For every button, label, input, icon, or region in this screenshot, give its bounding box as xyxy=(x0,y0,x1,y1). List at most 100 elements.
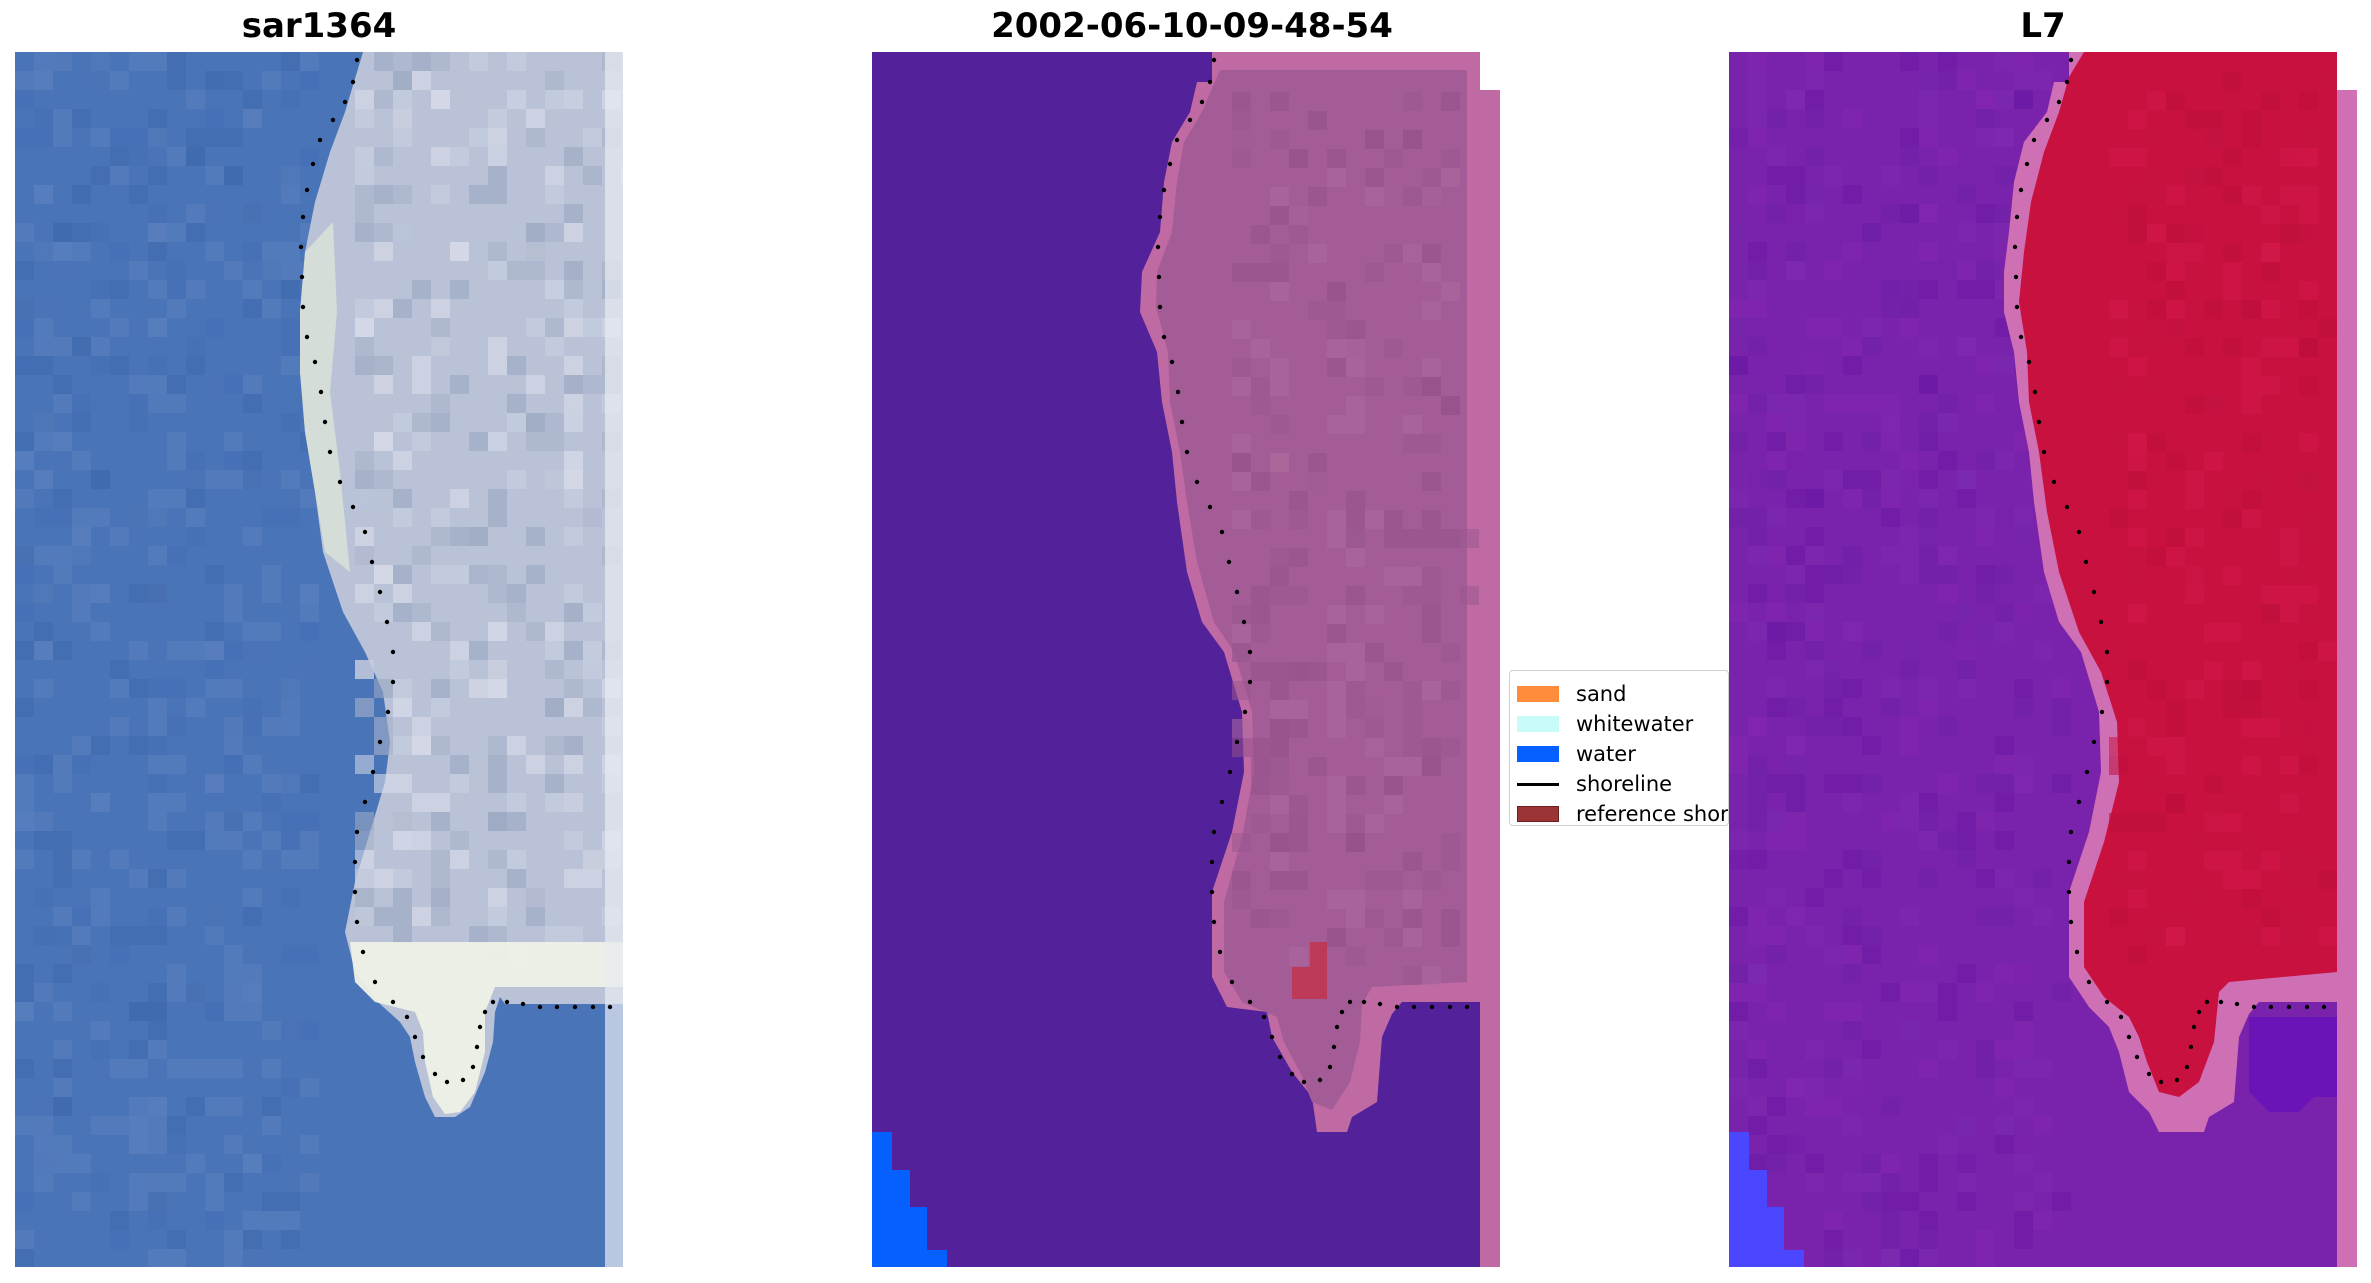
pixel-texture-cell xyxy=(545,432,564,451)
pixel-texture-cell xyxy=(1843,926,1862,945)
pixel-texture-cell xyxy=(1270,92,1289,111)
pixel-texture-cell xyxy=(1805,109,1824,128)
pixel-texture-cell xyxy=(1346,909,1365,928)
pixel-texture-cell xyxy=(1843,394,1862,413)
pixel-texture-cell xyxy=(355,90,374,109)
pixel-texture-cell xyxy=(2261,851,2280,870)
pixel-texture-cell xyxy=(2261,927,2280,946)
pixel-texture-cell xyxy=(1862,926,1881,945)
shoreline-point xyxy=(477,1024,483,1030)
pixel-texture-cell xyxy=(1881,546,1900,565)
pixel-texture-cell xyxy=(148,812,167,831)
shoreline-point xyxy=(2251,1004,2257,1010)
pixel-texture-cell xyxy=(281,1211,300,1230)
pixel-texture-cell xyxy=(526,128,545,147)
pixel-texture-cell xyxy=(148,52,167,71)
pixel-texture-cell xyxy=(129,185,148,204)
shoreline-point xyxy=(1187,117,1193,123)
pixel-texture-cell xyxy=(1289,510,1308,529)
pixel-texture-cell xyxy=(1748,394,1767,413)
shoreline-point xyxy=(1155,244,1161,250)
pixel-texture-cell xyxy=(1957,641,1976,660)
pixel-texture-cell xyxy=(15,223,34,242)
pixel-texture-cell xyxy=(72,394,91,413)
pixel-texture-cell xyxy=(1900,1192,1919,1211)
pixel-texture-cell xyxy=(1843,679,1862,698)
pixel-texture-cell xyxy=(1919,71,1938,90)
pixel-texture-cell xyxy=(2318,927,2337,946)
shoreline-point xyxy=(2068,57,2074,63)
pixel-texture-cell xyxy=(393,869,412,888)
pixel-texture-cell xyxy=(205,204,224,223)
pixel-texture-cell xyxy=(1270,282,1289,301)
pixel-texture-cell xyxy=(2204,452,2223,471)
shoreline-point xyxy=(362,529,368,535)
pixel-texture-cell xyxy=(281,698,300,717)
pixel-texture-cell xyxy=(1767,698,1786,717)
pixel-texture-cell xyxy=(2166,756,2185,775)
pixel-texture-cell xyxy=(1995,964,2014,983)
pixel-texture-cell xyxy=(526,261,545,280)
pixel-texture-cell xyxy=(374,717,393,736)
pixel-texture-cell xyxy=(167,223,186,242)
shoreline-point xyxy=(1429,1004,1435,1010)
pixel-texture-cell xyxy=(374,185,393,204)
pixel-texture-cell xyxy=(1327,282,1346,301)
pixel-texture-cell xyxy=(1232,510,1251,529)
pixel-texture-cell xyxy=(72,926,91,945)
pixel-texture-cell xyxy=(1270,548,1289,567)
pixel-texture-cell xyxy=(507,356,526,375)
pixel-texture-cell xyxy=(186,1154,205,1173)
pixel-texture-cell xyxy=(1346,529,1365,548)
pixel-texture-cell xyxy=(186,147,205,166)
pixel-texture-cell xyxy=(1748,242,1767,261)
pixel-texture-cell xyxy=(564,90,583,109)
pixel-texture-cell xyxy=(1232,263,1251,282)
pixel-texture-cell xyxy=(281,1230,300,1249)
pixel-texture-cell xyxy=(186,641,205,660)
shoreline-point xyxy=(337,479,343,485)
pixel-texture-cell xyxy=(2242,927,2261,946)
pixel-texture-cell xyxy=(167,489,186,508)
pixel-texture-cell xyxy=(91,71,110,90)
pixel-texture-cell xyxy=(243,1230,262,1249)
pixel-texture-cell xyxy=(1919,565,1938,584)
pixel-texture-cell xyxy=(262,1097,281,1116)
pixel-texture-cell xyxy=(1976,1040,1995,1059)
pixel-texture-cell xyxy=(167,717,186,736)
pixel-texture-cell xyxy=(1900,983,1919,1002)
pixel-texture-cell xyxy=(1767,1135,1786,1154)
pixel-texture-cell xyxy=(393,888,412,907)
pixel-texture-cell xyxy=(1422,738,1441,757)
pixel-texture-cell xyxy=(129,375,148,394)
shoreline-point xyxy=(2076,799,2082,805)
pixel-texture-cell xyxy=(374,147,393,166)
pixel-texture-cell xyxy=(205,1097,224,1116)
pixel-texture-cell xyxy=(167,280,186,299)
pixel-texture-cell xyxy=(2242,490,2261,509)
pixel-texture-cell xyxy=(1919,90,1938,109)
pixel-texture-cell xyxy=(53,850,72,869)
pixel-texture-cell xyxy=(2223,794,2242,813)
pixel-texture-cell xyxy=(1805,71,1824,90)
pixel-texture-cell xyxy=(1862,850,1881,869)
pixel-texture-cell xyxy=(1843,1116,1862,1135)
pixel-texture-cell xyxy=(34,1097,53,1116)
shoreline-point xyxy=(2196,1009,2202,1015)
pixel-texture-cell xyxy=(91,1116,110,1135)
pixel-texture-cell xyxy=(1422,567,1441,586)
pixel-texture-cell xyxy=(243,907,262,926)
pixel-texture-cell xyxy=(129,1040,148,1059)
shoreline-point xyxy=(2051,479,2057,485)
pixel-texture-cell xyxy=(1729,603,1748,622)
pixel-texture-cell xyxy=(1232,738,1251,757)
pixel-texture-cell xyxy=(1289,814,1308,833)
pixel-texture-cell xyxy=(545,470,564,489)
pixel-texture-cell xyxy=(1403,757,1422,776)
pixel-texture-cell xyxy=(1995,356,2014,375)
shoreline-point xyxy=(520,1001,526,1007)
pixel-texture-cell xyxy=(1270,187,1289,206)
pixel-texture-cell xyxy=(2242,300,2261,319)
pixel-texture-cell xyxy=(545,166,564,185)
panel-title-classification: 2002-06-10-09-48-54 xyxy=(991,6,1393,46)
